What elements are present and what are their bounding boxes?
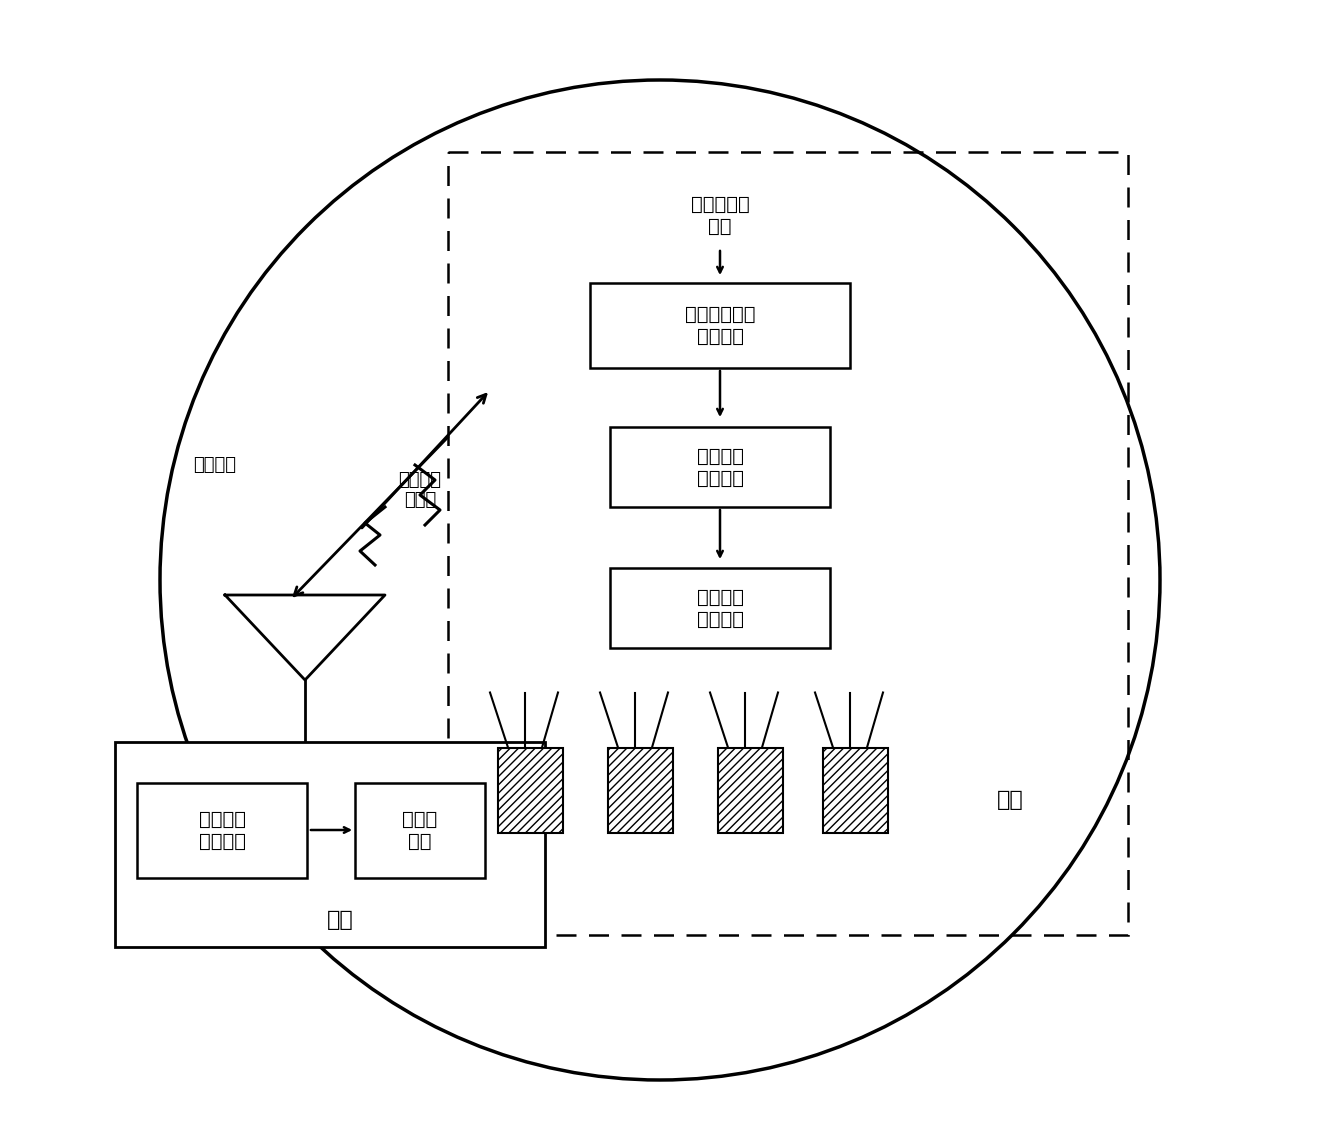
- Bar: [498, 748, 562, 833]
- Bar: [448, 152, 1128, 935]
- Text: 信道状态信息
获取单元: 信道状态信息 获取单元: [685, 305, 755, 346]
- Bar: [717, 748, 783, 833]
- Bar: [607, 748, 673, 833]
- Text: 基站发射的
信息: 基站发射的 信息: [690, 195, 749, 236]
- Bar: [355, 783, 484, 877]
- Bar: [136, 783, 306, 877]
- Text: 量化信息
反馈单元: 量化信息 反馈单元: [697, 587, 744, 628]
- Bar: [823, 748, 887, 833]
- Text: 基站: 基站: [326, 910, 353, 930]
- Bar: [115, 742, 545, 947]
- Text: 预编码
单元: 预编码 单元: [403, 809, 438, 850]
- Text: 反馈信息: 反馈信息: [194, 456, 237, 475]
- Bar: [610, 427, 830, 508]
- Bar: [590, 282, 850, 368]
- Text: 反馈信息
重构单元: 反馈信息 重构单元: [198, 809, 245, 850]
- Text: 信道矢量
量化单元: 信道矢量 量化单元: [697, 446, 744, 487]
- Bar: [610, 568, 830, 648]
- Text: 基站发射
的信息: 基站发射 的信息: [399, 471, 442, 510]
- Text: 用户: 用户: [997, 790, 1024, 810]
